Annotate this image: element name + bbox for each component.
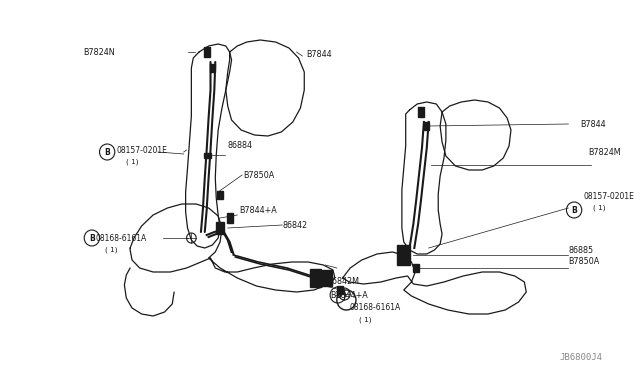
Text: B7844+A: B7844+A [239,205,277,215]
Text: 08168-6161A: 08168-6161A [96,234,147,243]
Text: ( 1): ( 1) [593,205,605,211]
Text: JB6800J4: JB6800J4 [560,353,603,362]
Bar [216,222,224,234]
Text: 08157-0201E: 08157-0201E [116,145,168,154]
Text: ( 1): ( 1) [105,247,118,253]
Text: ( 1): ( 1) [126,159,139,165]
Bar [204,153,211,157]
Bar [397,245,410,265]
Text: B7844: B7844 [580,119,605,128]
Bar [424,122,429,130]
Text: B: B [572,205,577,215]
Text: B: B [104,148,110,157]
Text: 86842M: 86842M [327,278,359,286]
Text: B7824N: B7824N [83,48,115,57]
Text: B7850A: B7850A [568,257,600,266]
Bar [227,213,232,223]
Bar [217,191,223,199]
Bar [337,286,342,294]
Text: 86842: 86842 [282,221,307,230]
Text: B: B [335,291,340,299]
Bar [210,64,215,72]
Bar [418,107,424,117]
Text: 08168-6161A: 08168-6161A [349,304,401,312]
Text: 86885: 86885 [568,246,593,254]
Text: B7844+A: B7844+A [330,292,368,301]
Text: ( 1): ( 1) [359,317,371,323]
Bar [413,264,419,272]
Bar [204,47,209,57]
Text: 86884: 86884 [228,141,253,150]
Text: B7844: B7844 [306,49,332,58]
Text: 08157-0201E: 08157-0201E [584,192,634,201]
Bar [323,270,332,286]
Text: B7850A: B7850A [243,170,275,180]
Bar [310,269,321,287]
Text: B7824M: B7824M [588,148,621,157]
Text: B: B [89,234,95,243]
